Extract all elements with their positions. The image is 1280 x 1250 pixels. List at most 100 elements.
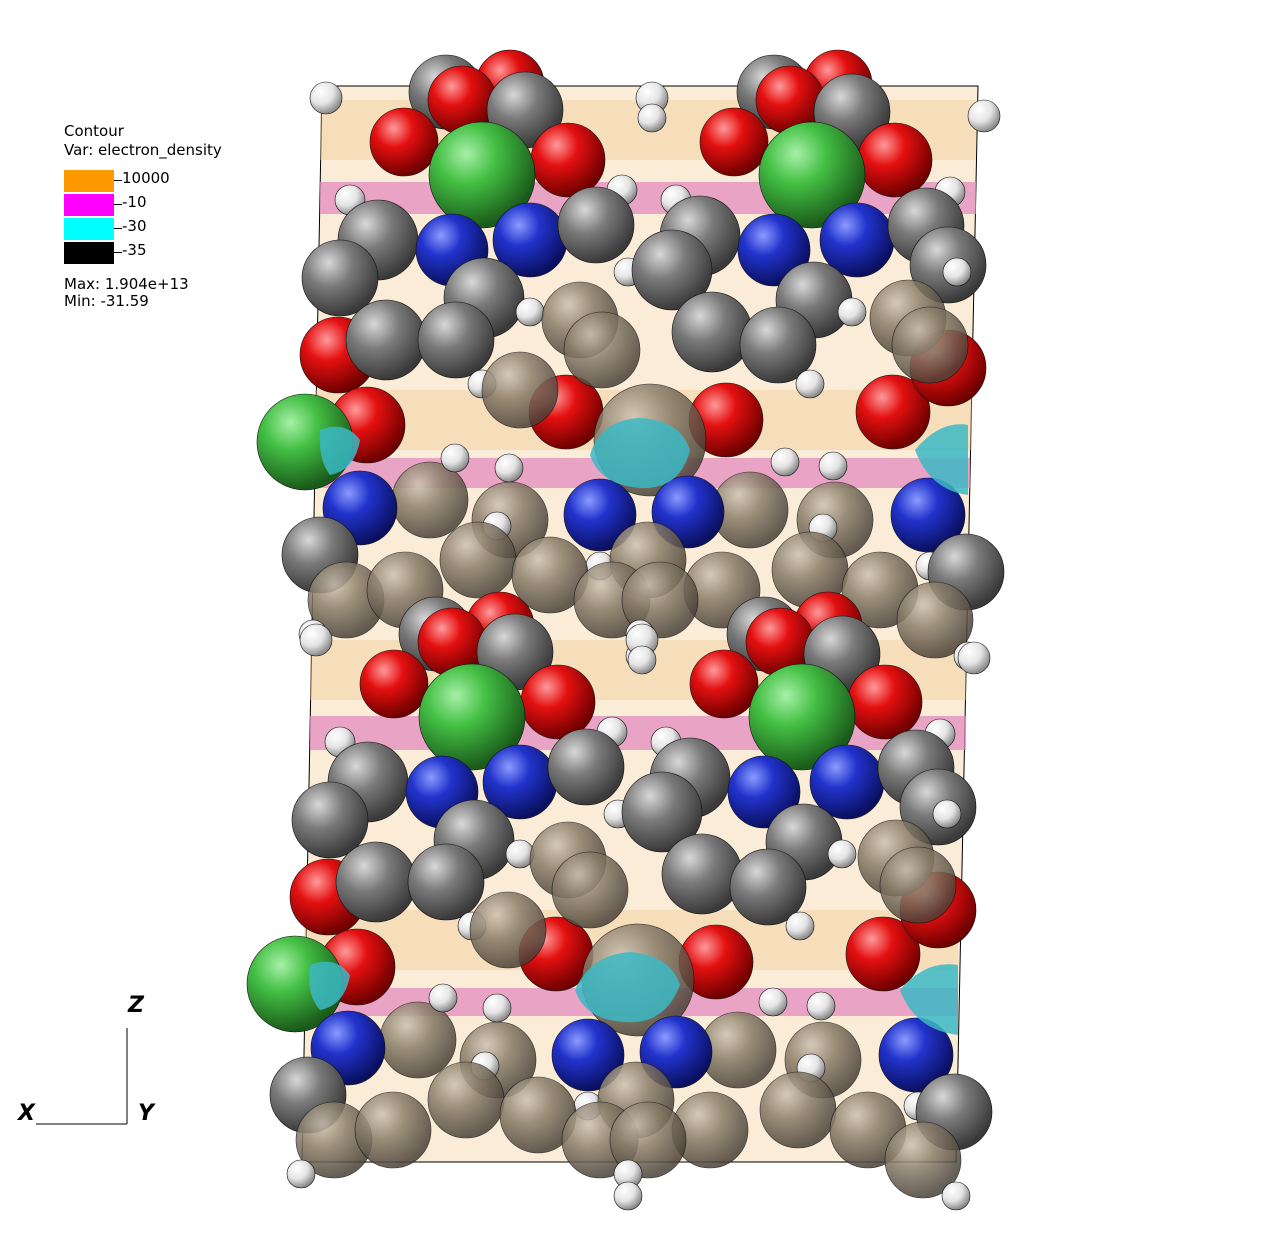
hydrogen-atom [309, 81, 343, 115]
carbon-atom-faded [884, 1121, 962, 1199]
hydrogen-atom [932, 799, 962, 829]
carbon-atom-faded [481, 351, 559, 429]
chlorine-atom [758, 121, 866, 229]
carbon-atom-faded [621, 561, 699, 639]
legend-title: Contour [64, 122, 124, 140]
legend-label: -10 [122, 193, 147, 211]
hydrogen-atom [806, 991, 836, 1021]
hydrogen-atom [440, 443, 470, 473]
hydrogen-atom [942, 257, 972, 287]
legend-tick [114, 228, 122, 229]
carbon-atom-faded [391, 461, 469, 539]
carbon-atom-faded [896, 581, 974, 659]
legend-tick [114, 204, 122, 205]
contour-cyan-blob [590, 418, 690, 489]
hydrogen-atom [428, 983, 458, 1013]
chlorine-atom [748, 663, 856, 771]
legend-tick [114, 252, 122, 253]
hydrogen-atom [967, 99, 1001, 133]
nitrogen-atom [727, 755, 801, 829]
carbon-atom [335, 841, 417, 923]
oxygen-atom [359, 649, 429, 719]
hydrogen-atom [637, 103, 667, 133]
contour-cyan-blob [915, 424, 968, 495]
hydrogen-atom [494, 453, 524, 483]
oxygen-atom [530, 122, 606, 198]
orientation-axes [36, 1028, 128, 1125]
contour-legend: Contour Var: electron_density 10000 -10 … [64, 122, 222, 264]
contour-cyan-regions [309, 418, 968, 1035]
hydrogen-atom [818, 451, 848, 481]
hydrogen-atom [482, 993, 512, 1023]
legend-tick [114, 180, 122, 181]
legend-swatch-magenta [64, 194, 114, 216]
nitrogen-atom [563, 478, 637, 552]
chlorine-atom [428, 121, 536, 229]
carbon-atom [291, 781, 369, 859]
nitrogen-atom [737, 213, 811, 287]
carbon-atom-faded [427, 1061, 505, 1139]
carbon-atom [547, 728, 625, 806]
atoms [246, 49, 1005, 1211]
oxygen-atom [689, 649, 759, 719]
carbon-atom-faded [609, 1101, 687, 1179]
carbon-atom-faded [759, 1071, 837, 1149]
carbon-atom [345, 299, 427, 381]
hydrogen-atom [505, 839, 535, 869]
carbon-atom [301, 239, 379, 317]
carbon-atom [739, 306, 817, 384]
axis-y-label: Y [138, 1101, 154, 1126]
contour-cyan-blob [319, 426, 360, 475]
oxygen-atom [845, 916, 921, 992]
carbon-atom [407, 843, 485, 921]
carbon-atom-faded [354, 1091, 432, 1169]
hydrogen-atom [957, 641, 991, 675]
axis-x-label: X [18, 1101, 35, 1126]
hydrogen-atom [795, 369, 825, 399]
legend-swatch-orange [64, 170, 114, 192]
hydrogen-atom [758, 987, 788, 1017]
legend-variable: Var: electron_density [64, 141, 222, 159]
hydrogen-atom [837, 297, 867, 327]
carbon-atom [417, 301, 495, 379]
hydrogen-atom [627, 645, 657, 675]
hydrogen-atom [785, 911, 815, 941]
carbon-atom-faded [563, 311, 641, 389]
nitrogen-atom [551, 1018, 625, 1092]
chlorine-atom [418, 663, 526, 771]
carbon-atom-faded [379, 1001, 457, 1079]
carbon-atom-faded [439, 521, 517, 599]
axis-z-label: Z [128, 993, 144, 1018]
legend-min: Min: -31.59 [64, 292, 149, 310]
oxygen-atom [855, 374, 931, 450]
legend-label: 10000 [122, 169, 170, 187]
carbon-atom [729, 848, 807, 926]
oxygen-atom [369, 107, 439, 177]
carbon-atom [671, 291, 753, 373]
legend-label: -30 [122, 217, 147, 235]
legend-max: Max: 1.904e+13 [64, 275, 189, 293]
carbon-atom-faded [891, 306, 969, 384]
oxygen-atom [520, 664, 596, 740]
carbon-atom [621, 771, 703, 853]
oxygen-atom [699, 107, 769, 177]
carbon-atom-faded [469, 891, 547, 969]
legend-range: Max: 1.904e+13 Min: -31.59 [64, 276, 189, 310]
carbon-atom [631, 229, 713, 311]
hydrogen-atom [827, 839, 857, 869]
oxygen-atom [847, 664, 923, 740]
hydrogen-atom [613, 1181, 643, 1211]
hydrogen-atom [299, 623, 333, 657]
hydrogen-atom [770, 447, 800, 477]
contour-cyan-blob [575, 952, 680, 1023]
contour-cyan-blob [309, 961, 350, 1010]
hydrogen-atom [941, 1181, 971, 1211]
carbon-atom-faded [879, 846, 957, 924]
carbon-atom [557, 186, 635, 264]
oxygen-atom [857, 122, 933, 198]
hydrogen-atom [286, 1159, 316, 1189]
carbon-atom [661, 833, 743, 915]
hydrogen-atom [515, 297, 545, 327]
legend-swatch-cyan [64, 218, 114, 240]
